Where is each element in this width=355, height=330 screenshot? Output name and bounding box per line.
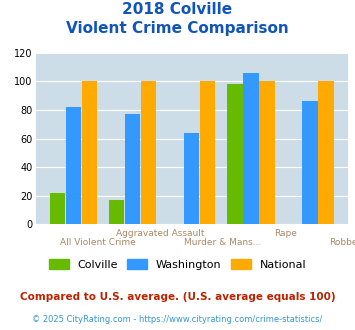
Bar: [109, 200, 124, 224]
Text: Compared to U.S. average. (U.S. average equals 100): Compared to U.S. average. (U.S. average …: [20, 292, 335, 302]
Bar: [259, 82, 274, 224]
Bar: [66, 107, 81, 224]
Bar: [200, 82, 215, 224]
Bar: [318, 82, 334, 224]
Text: Murder & Mans...: Murder & Mans...: [184, 238, 262, 247]
Bar: [184, 133, 200, 224]
Text: © 2025 CityRating.com - https://www.cityrating.com/crime-statistics/: © 2025 CityRating.com - https://www.city…: [32, 315, 323, 324]
Legend: Colville, Washington, National: Colville, Washington, National: [44, 255, 311, 274]
Text: Rape: Rape: [274, 229, 297, 238]
Text: Robbery: Robbery: [329, 238, 355, 247]
Bar: [141, 82, 156, 224]
Bar: [302, 101, 318, 224]
Bar: [82, 82, 97, 224]
Bar: [125, 114, 140, 224]
Text: 2018 Colville: 2018 Colville: [122, 2, 233, 16]
Bar: [227, 84, 242, 224]
Text: All Violent Crime: All Violent Crime: [60, 238, 136, 247]
Bar: [50, 193, 65, 224]
Text: Aggravated Assault: Aggravated Assault: [116, 229, 205, 238]
Bar: [243, 73, 258, 224]
Text: Violent Crime Comparison: Violent Crime Comparison: [66, 21, 289, 36]
